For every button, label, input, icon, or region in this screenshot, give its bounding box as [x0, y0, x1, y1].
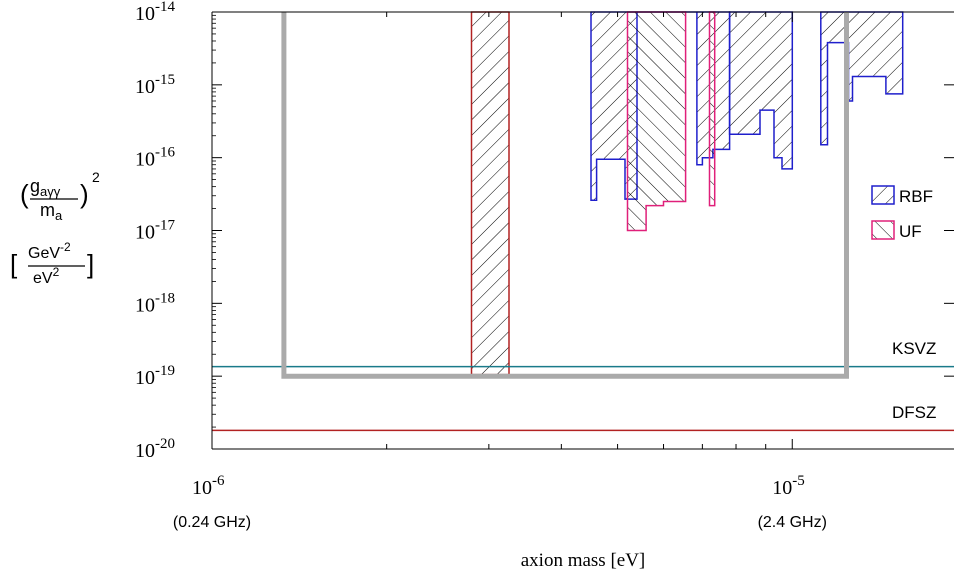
region-red-bar-0: [470, 11, 510, 376]
y-units-num-exp: -2: [60, 240, 71, 254]
gray-sensitivity-box: [281, 12, 849, 379]
y-tick-label: 10-14: [135, 0, 175, 25]
y-tick-label: 10-16: [135, 145, 175, 171]
gray-box-outline: [281, 12, 849, 379]
y-tick-label: 10-19: [135, 363, 175, 389]
y-label-g-sub: aγγ: [40, 184, 61, 199]
exclusion-regions: [470, 11, 904, 376]
x-tick-label: 10-6: [192, 473, 225, 499]
line-label-dfsz: DFSZ: [892, 403, 936, 422]
y-tick-label: 10-20: [135, 436, 175, 462]
svg-text:GeV-2: GeV-2: [28, 240, 71, 262]
svg-text:(: (: [20, 179, 29, 209]
svg-text:]: ]: [87, 249, 94, 279]
y-label-g: g: [30, 176, 40, 196]
y-tick-label: 10-17: [135, 218, 175, 244]
y-label-m-sub: a: [55, 208, 63, 223]
y-label-m: m: [40, 200, 55, 220]
legend-swatch-uf: [871, 220, 895, 240]
svg-text:): ): [80, 179, 89, 209]
axis-ticks: [211, 11, 954, 450]
legend-swatch-rbf: [871, 185, 895, 205]
y-axis-label: ( gaγγ ma ) 2 [ GeV-2 eV2 ]: [10, 169, 100, 287]
x-tick-freq: (0.24 GHz): [173, 514, 251, 531]
model-lines: [212, 365, 954, 432]
svg-text:[: [: [10, 249, 18, 279]
x-tick-freq: (2.4 GHz): [758, 514, 827, 531]
region-uf-5: [708, 11, 716, 207]
y-units-den: eV: [33, 270, 53, 287]
y-tick-label: 10-15: [135, 72, 175, 98]
region-rbf-3: [820, 11, 904, 146]
y-units-num: GeV: [28, 245, 60, 262]
y-units-den-exp: 2: [53, 265, 60, 279]
region-rbf-2: [728, 11, 794, 170]
y-tick-label: 10-18: [135, 290, 175, 316]
tick-labels: 10-14 10-15 10-16 10-17 10-18 10-19 10-20 10-6 (…: [135, 0, 827, 531]
x-axis-label: axion mass [eV]: [521, 550, 646, 571]
x-tick-label: 10-5: [772, 473, 805, 499]
legend-label-rbf: RBF: [899, 187, 933, 206]
region-uf-4: [626, 11, 687, 232]
line-label-ksvz: KSVZ: [892, 339, 936, 358]
legend: RBF UF: [871, 185, 933, 241]
svg-text:eV2: eV2: [33, 265, 60, 287]
svg-text:gaγγ: gaγγ: [30, 176, 61, 199]
y-label-exp: 2: [92, 169, 100, 185]
svg-text:ma: ma: [40, 200, 63, 223]
legend-label-uf: UF: [899, 222, 922, 241]
